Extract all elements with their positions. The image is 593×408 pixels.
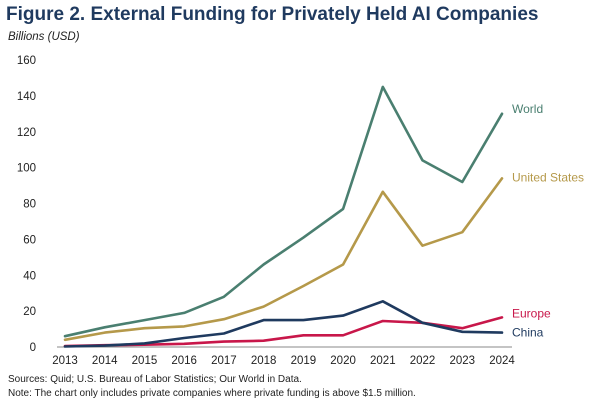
series-label: China [512,326,544,340]
x-tick-label: 2013 [52,355,78,367]
x-tick-label: 2023 [449,355,475,367]
y-tick-label: 0 [30,342,36,354]
y-axis-label: Billions (USD) [8,31,80,43]
x-tick-label: 2020 [330,355,356,367]
x-tick-label: 2014 [92,355,118,367]
x-tick-label: 2022 [410,355,436,367]
y-tick-label: 40 [23,270,36,282]
y-tick-label: 20 [23,306,36,318]
x-tick-label: 2018 [251,355,277,367]
series-line-united-states [63,177,504,342]
series-label-layer: World United States Europe China [512,102,584,340]
series-label: World [512,102,543,116]
x-tick-label: 2021 [370,355,396,367]
axis-layer: 0 20 40 60 80 100 120 140 160 2013 2014 2015 2016 201… [17,55,516,367]
series-line-world [63,85,504,338]
y-tick-label: 160 [17,55,36,67]
line-chart: 0 20 40 60 80 100 120 140 160 2013 2014 2015 2016 201… [17,55,584,367]
series-line-china [63,299,504,348]
y-tick-label: 60 [23,234,36,246]
chart-title: Figure 2. External Funding for Privately… [6,4,539,25]
footnote: Note: The chart only includes private co… [8,388,416,399]
series-label: United States [512,170,584,184]
x-tick-label: 2017 [211,355,237,367]
x-tick-label: 2024 [489,355,515,367]
x-tick-label: 2015 [132,355,158,367]
y-tick-label: 100 [17,163,36,175]
y-tick-label: 80 [23,199,36,211]
y-tick-label: 120 [17,127,36,139]
y-tick-label: 140 [17,91,36,103]
series-label: Europe [512,306,551,320]
x-tick-label: 2019 [291,355,317,367]
x-tick-label: 2016 [171,355,197,367]
source-note: Sources: Quid; U.S. Bureau of Labor Stat… [8,374,302,385]
series-layer [63,85,504,348]
